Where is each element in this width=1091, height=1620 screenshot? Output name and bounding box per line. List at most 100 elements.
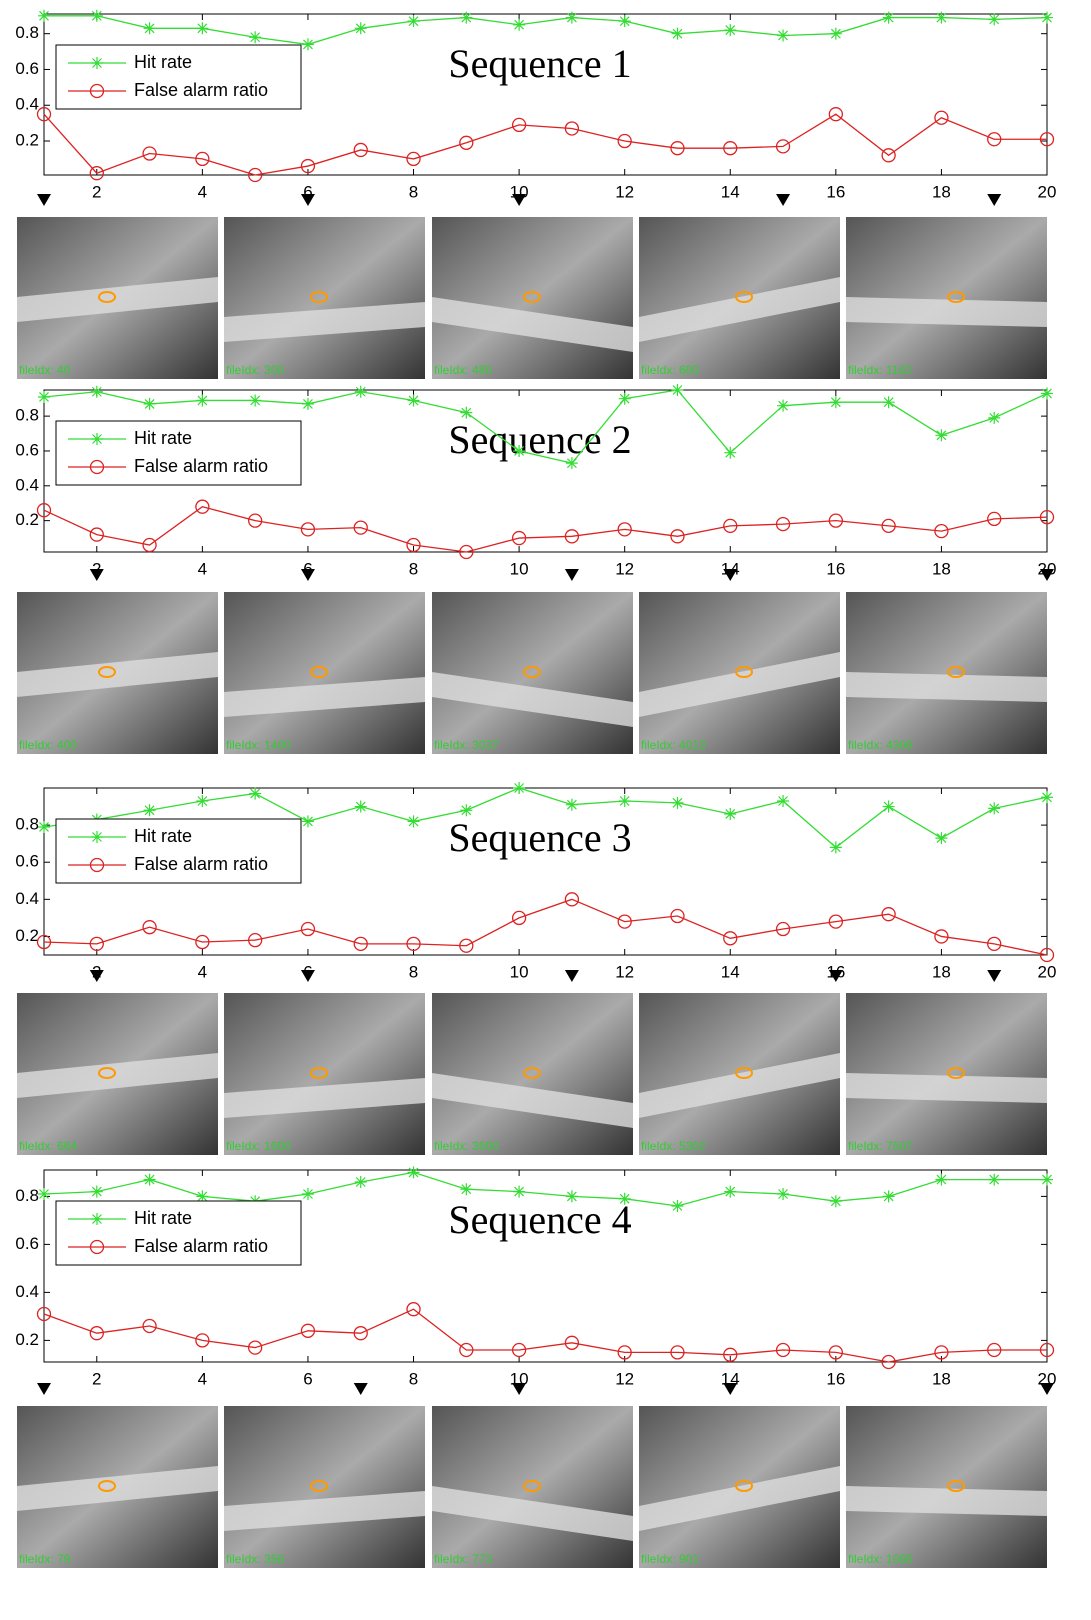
frame-marker: [1040, 1383, 1054, 1395]
data-point: [355, 386, 367, 398]
data-point: [91, 10, 103, 22]
y-tick-label: 0.4: [15, 475, 39, 494]
data-point: [883, 396, 895, 408]
x-tick-label: 4: [198, 559, 207, 578]
thumbnail-image: [432, 592, 633, 754]
data-point: [935, 832, 947, 844]
data-point: [249, 31, 261, 43]
data-point: [408, 394, 420, 406]
x-tick-label: 8: [409, 1369, 418, 1388]
thumbnail-label: fileIdx: 40: [19, 363, 71, 377]
data-point: [724, 447, 736, 459]
data-point: [988, 13, 1000, 25]
x-tick-label: 10: [510, 559, 529, 578]
thumbnail-image: [224, 1406, 425, 1568]
data-point: [302, 1188, 314, 1200]
y-tick-label: 0.6: [15, 852, 39, 871]
thumbnail-label: fileIdx: 1065: [848, 1552, 913, 1566]
data-point: [883, 1190, 895, 1202]
thumbnail-label: fileIdx: 600: [641, 363, 699, 377]
data-point: [935, 429, 947, 441]
thumbnail-road: [846, 297, 1047, 327]
data-point: [144, 804, 156, 816]
data-point: [144, 398, 156, 410]
data-point: [566, 457, 578, 469]
data-point: [671, 28, 683, 40]
data-point: [38, 10, 50, 22]
x-tick-label: 16: [826, 1369, 845, 1388]
data-point: [460, 1183, 472, 1195]
x-tick-label: 20: [1038, 962, 1057, 981]
legend-label: False alarm ratio: [134, 456, 268, 476]
data-point: [91, 386, 103, 398]
thumbnail-label: fileIdx: 901: [641, 1552, 699, 1566]
data-point: [830, 28, 842, 40]
thumbnail-image: [432, 993, 633, 1155]
thumbnail-label: fileIdx: 356: [226, 1552, 284, 1566]
x-tick-label: 4: [198, 182, 207, 201]
x-tick-label: 8: [409, 182, 418, 201]
data-point: [408, 1166, 420, 1178]
x-tick-label: 18: [932, 559, 951, 578]
data-point: [249, 788, 261, 800]
legend-marker: [91, 1213, 103, 1225]
data-point: [196, 394, 208, 406]
x-tick-label: 4: [198, 962, 207, 981]
x-tick-label: 6: [303, 1369, 312, 1388]
legend-label: Hit rate: [134, 428, 192, 448]
y-tick-label: 0.8: [15, 23, 39, 42]
thumbnail-image: [432, 1406, 633, 1568]
data-point: [830, 1195, 842, 1207]
legend-marker: [91, 831, 103, 843]
legend-label: Hit rate: [134, 52, 192, 72]
data-point: [302, 398, 314, 410]
y-tick-label: 0.8: [15, 815, 39, 834]
legend-marker: [91, 57, 103, 69]
data-point: [566, 799, 578, 811]
data-point: [196, 22, 208, 34]
y-tick-label: 0.2: [15, 510, 39, 529]
data-point: [355, 801, 367, 813]
legend-label: False alarm ratio: [134, 1236, 268, 1256]
frame-marker: [565, 569, 579, 581]
x-tick-label: 14: [721, 182, 740, 201]
y-tick-label: 0.4: [15, 95, 39, 114]
legend-label: Hit rate: [134, 826, 192, 846]
thumbnail-image: [224, 592, 425, 754]
data-point: [777, 795, 789, 807]
x-tick-label: 2: [92, 182, 101, 201]
thumbnail-label: fileIdx: 4013: [641, 738, 706, 752]
thumbnail-label: fileIdx: 3037: [434, 738, 499, 752]
x-tick-label: 18: [932, 182, 951, 201]
data-point: [777, 1188, 789, 1200]
chart-title: Sequence 4: [448, 1197, 631, 1242]
data-point: [38, 821, 50, 833]
data-point: [988, 802, 1000, 814]
thumbnail-image: [432, 217, 633, 379]
data-point: [619, 15, 631, 27]
y-tick-label: 0.6: [15, 1234, 39, 1253]
legend-label: False alarm ratio: [134, 854, 268, 874]
thumbnail-label: fileIdx: 3600: [434, 1139, 499, 1153]
data-point: [144, 22, 156, 34]
y-tick-label: 0.2: [15, 130, 39, 149]
y-tick-label: 0.6: [15, 59, 39, 78]
x-tick-label: 8: [409, 962, 418, 981]
chart-title: Sequence 1: [448, 41, 631, 86]
y-tick-label: 0.6: [15, 440, 39, 459]
data-point: [671, 1200, 683, 1212]
data-point: [619, 393, 631, 405]
frame-marker: [565, 970, 579, 982]
thumbnail-label: fileIdx: 79: [19, 1552, 71, 1566]
data-point: [513, 19, 525, 31]
thumbnail-road: [846, 672, 1047, 702]
data-point: [513, 782, 525, 794]
data-point: [777, 29, 789, 41]
data-point: [460, 407, 472, 419]
data-point: [1041, 387, 1053, 399]
data-point: [302, 815, 314, 827]
frame-marker: [37, 1383, 51, 1395]
frame-marker: [512, 1383, 526, 1395]
thumbnail-label: fileIdx: 1162: [848, 363, 912, 377]
data-point: [619, 795, 631, 807]
